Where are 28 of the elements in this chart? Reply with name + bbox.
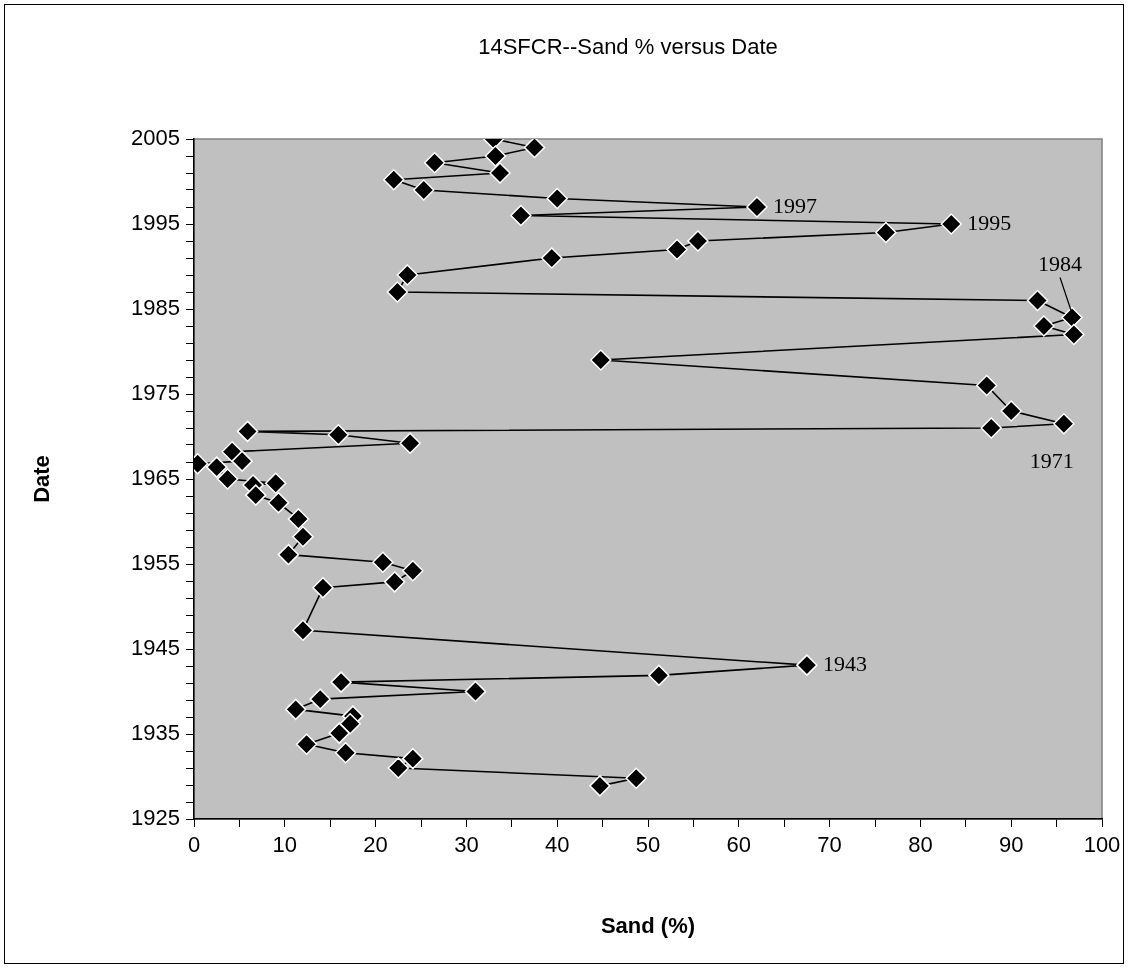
x-tick-label: 50: [635, 832, 661, 858]
y-tick-label: 1935: [131, 720, 180, 746]
y-tick-label: 1955: [131, 550, 180, 576]
y-tick-label: 2005: [131, 125, 180, 151]
y-axis-title: Date: [29, 455, 55, 503]
x-tick-label: 10: [272, 832, 298, 858]
x-tick-label: 20: [363, 832, 388, 858]
y-tick-label: 1975: [131, 380, 180, 406]
x-tick-label: 60: [726, 832, 752, 858]
annotation: 1971: [1029, 447, 1074, 473]
x-tick-label: 100: [1083, 832, 1121, 858]
chart-title: 14SFCR--Sand % versus Date: [478, 34, 778, 60]
x-tick-label: 30: [454, 832, 479, 858]
x-tick-label: 90: [998, 832, 1024, 858]
annotation: 1943: [822, 650, 867, 676]
y-tick-label: 1925: [131, 805, 180, 831]
annotation: 1995: [967, 209, 1012, 235]
x-axis-title: Sand (%): [600, 912, 696, 938]
annotation: 1984: [1038, 251, 1083, 277]
x-tick-label: 0: [187, 832, 201, 858]
x-tick-label: 70: [817, 832, 842, 858]
y-tick-label: 1985: [131, 295, 180, 321]
y-tick-label: 1945: [131, 635, 180, 661]
annotation: 1997: [772, 192, 817, 218]
y-tick-label: 1965: [131, 465, 180, 491]
x-tick-label: 40: [544, 832, 570, 858]
y-tick-label: 1995: [131, 210, 180, 236]
x-tick-label: 80: [908, 832, 933, 858]
